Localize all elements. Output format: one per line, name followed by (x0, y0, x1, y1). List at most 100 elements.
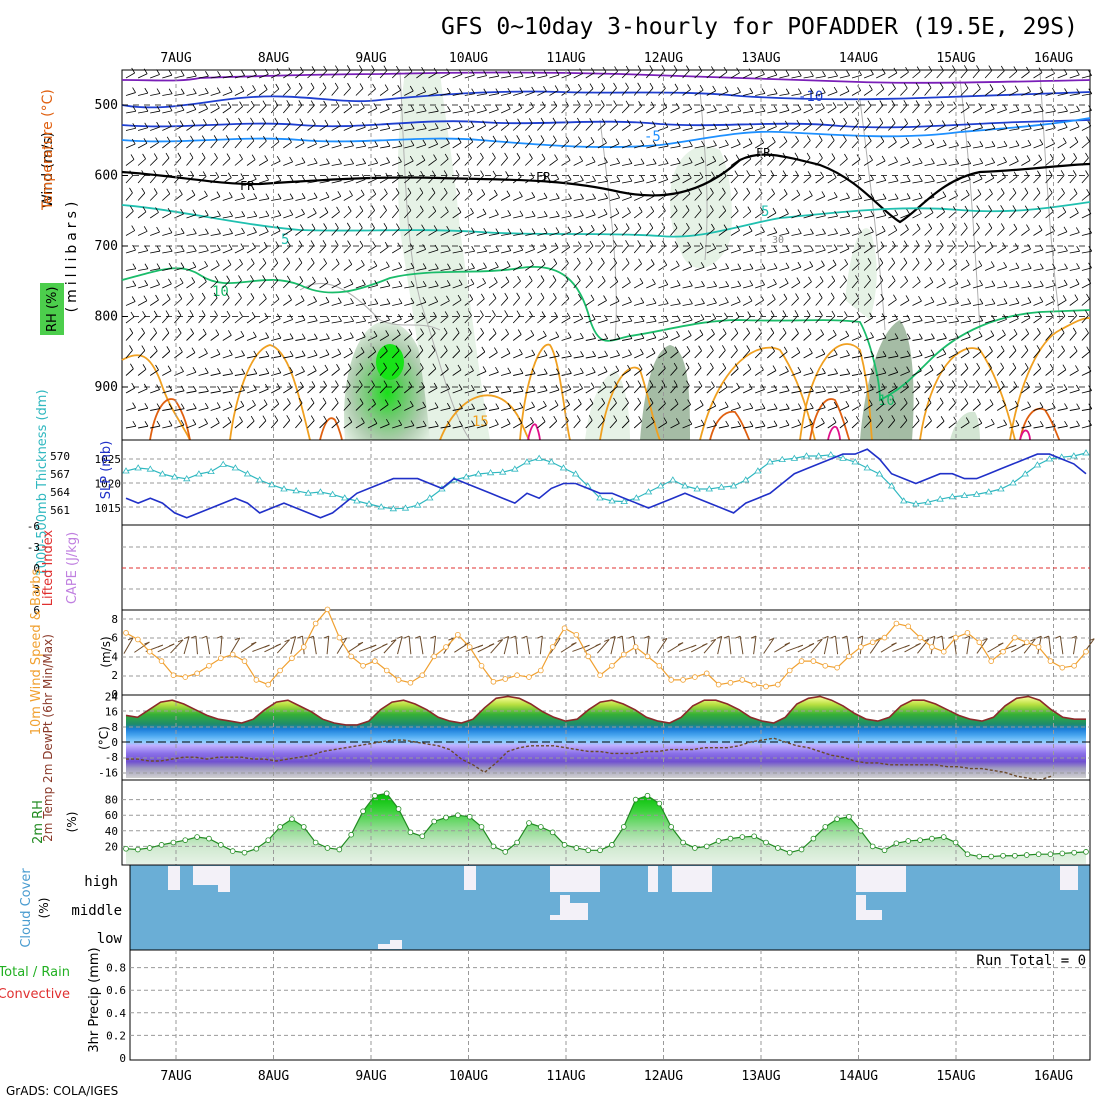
wind-barb-feather (602, 224, 607, 230)
data-point (912, 500, 920, 507)
wind-barb (718, 406, 729, 411)
wind-barb-feather (978, 102, 983, 109)
wind-barb (827, 280, 836, 289)
wind-barb-feather (687, 84, 691, 90)
wind-barb (307, 123, 316, 131)
wind-barb-feather (713, 140, 717, 146)
wind-barb (863, 122, 871, 131)
data-point (822, 662, 829, 669)
rh-color-swatch (40, 283, 64, 335)
wind-barb (658, 352, 667, 359)
wind-barb-feather (552, 275, 557, 281)
wind-barb-feather (711, 66, 715, 72)
wind-barb (718, 268, 729, 271)
wind-barb (379, 367, 387, 376)
wind-barb (658, 368, 666, 376)
wind-barb (270, 280, 279, 289)
wind-barb-feather (858, 193, 863, 199)
wind-barb-feather (362, 315, 367, 322)
data-point (620, 824, 627, 830)
wind-barb-feather (592, 350, 596, 357)
wind-barb-feather (168, 227, 173, 233)
wind-barb-feather (300, 137, 305, 144)
wind-barb (416, 210, 424, 219)
wind-barb-feather (214, 118, 219, 124)
wind-barb (549, 420, 558, 429)
wind-barb-feather (348, 101, 353, 108)
wind-barb-feather (203, 119, 207, 125)
wind-barb (597, 371, 608, 376)
wind-barb-feather (419, 205, 424, 211)
wind-barb-feather (238, 292, 242, 299)
wind-barb-feather (773, 88, 778, 94)
wind-barb-feather (458, 226, 463, 233)
data-point (644, 653, 651, 660)
wind-barb-feather (130, 154, 135, 160)
wind-barb (755, 93, 766, 96)
wind-barb (1009, 424, 1020, 429)
wind-barb (996, 210, 1004, 219)
wind-barb (367, 127, 378, 131)
wind-barb-feather (1076, 263, 1080, 269)
wind-barb-feather (782, 152, 787, 159)
wind-barb-feather (216, 244, 221, 251)
wind-barb (851, 373, 862, 376)
wind-barb-feather (637, 65, 642, 71)
wind-barb-feather (297, 635, 303, 639)
wind-barb (839, 75, 850, 79)
wind-barb-feather (880, 136, 885, 142)
wind-barb (718, 175, 727, 184)
wind-barb-feather (384, 399, 389, 405)
wind-barb-feather (625, 240, 629, 246)
wind-barb (355, 422, 365, 429)
wind-barb (295, 300, 305, 306)
wind-barb (815, 215, 826, 219)
wind-barb (222, 122, 230, 131)
wind-barb (488, 424, 499, 429)
data-point (1070, 452, 1078, 459)
wind-barb (150, 408, 161, 411)
wind-barb (742, 350, 751, 359)
wind-barb-feather (989, 188, 993, 194)
wind-barb (150, 110, 161, 114)
wind-barb-feather (397, 400, 402, 406)
data-point (717, 483, 726, 490)
wind-tick: 2 (111, 669, 118, 682)
wind-barb (464, 212, 474, 219)
wind-barb-feather (336, 364, 340, 370)
wind-barb (634, 282, 644, 289)
wind-barb-feather (386, 157, 390, 163)
cloud-gap (648, 866, 658, 892)
wind-barb-feather (940, 416, 945, 422)
wind-barb (621, 369, 631, 376)
wind-barb (1021, 350, 1029, 359)
wind-barb-feather (904, 644, 910, 648)
wind-barb-feather (942, 120, 946, 126)
wind-barb (573, 141, 582, 149)
wind-barb (634, 180, 645, 184)
wind-barb (682, 350, 691, 359)
wind-barb (162, 126, 172, 131)
wind-barb (694, 161, 705, 166)
wind-barb-feather (699, 400, 704, 406)
wind-barb-feather (663, 417, 668, 423)
wind-barb-feather (748, 295, 753, 302)
wind-barb-feather (879, 415, 884, 421)
wind-barb-feather (628, 296, 632, 303)
wind-barb-feather (264, 155, 269, 161)
data-point (289, 655, 295, 662)
wind-barb (1021, 285, 1032, 289)
wind-barb-feather (858, 69, 862, 76)
wind-barb (888, 122, 896, 131)
wind-barb-feather (734, 327, 739, 334)
x-axis-top-labels: 7AUG 8AUG 9AUG 10AUG 11AUG 12AUG 13AUG 14AUG 15A… (160, 51, 1073, 66)
wind-barb-feather (265, 210, 270, 217)
data-point (608, 497, 616, 504)
wind-barb-feather (991, 141, 996, 147)
data-point (609, 842, 615, 848)
wind-barb-feather (518, 260, 523, 266)
wind-barb-feather (337, 191, 342, 197)
data-point (289, 816, 295, 822)
wind-barb (1021, 144, 1032, 149)
wind-barb (656, 638, 668, 654)
